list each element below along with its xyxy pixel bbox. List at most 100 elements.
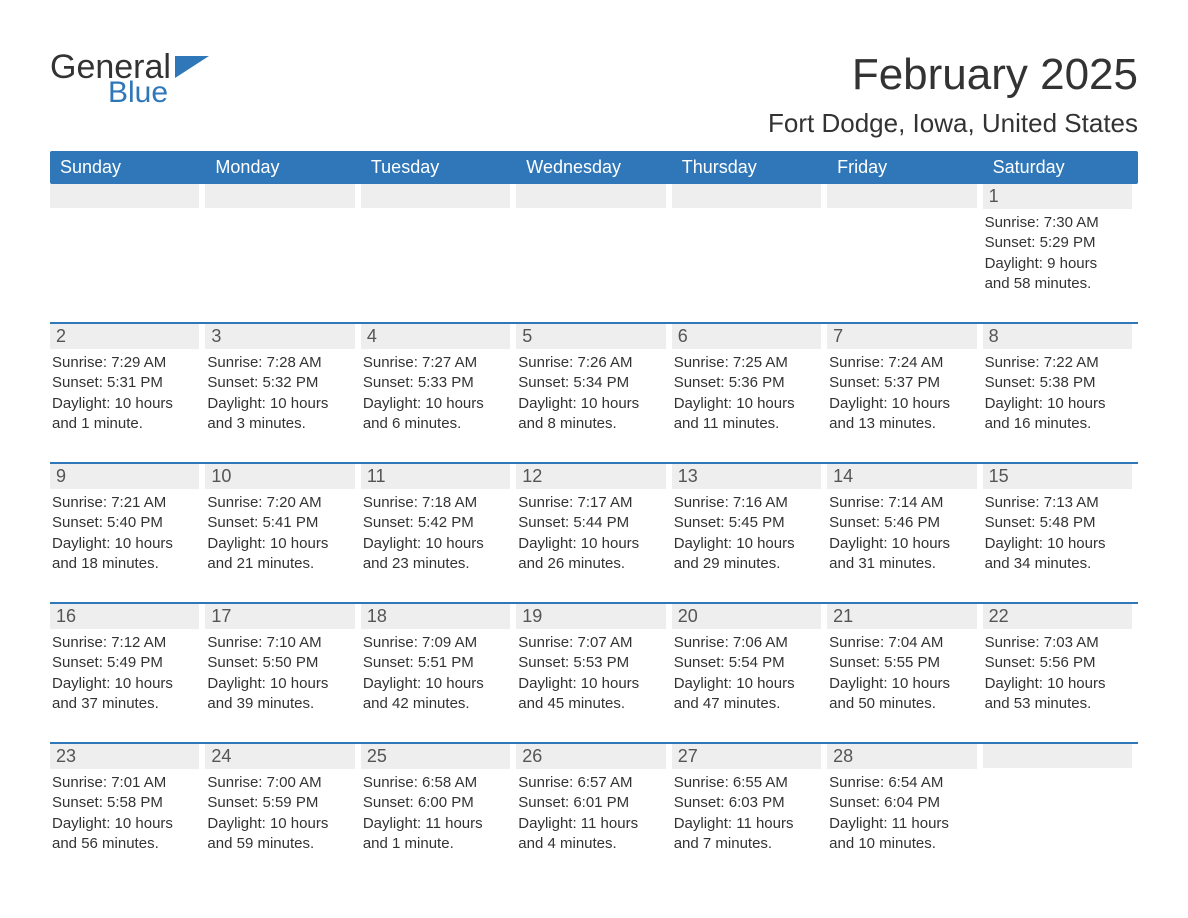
- day-sunrise: Sunrise: 7:16 AM: [674, 493, 819, 513]
- day-sunrise: Sunrise: 7:18 AM: [363, 493, 508, 513]
- week-row: 9Sunrise: 7:21 AMSunset: 5:40 PMDaylight…: [50, 462, 1138, 584]
- day-body: Sunrise: 6:58 AMSunset: 6:00 PMDaylight:…: [361, 773, 510, 854]
- day-number: 26: [516, 744, 665, 769]
- day-number: 13: [672, 464, 821, 489]
- day-body: Sunrise: 7:00 AMSunset: 5:59 PMDaylight:…: [205, 773, 354, 854]
- day-body: Sunrise: 7:18 AMSunset: 5:42 PMDaylight:…: [361, 493, 510, 574]
- day-number: 17: [205, 604, 354, 629]
- day-cell: 12Sunrise: 7:17 AMSunset: 5:44 PMDayligh…: [516, 464, 671, 584]
- day-daylight2: and 42 minutes.: [363, 694, 508, 714]
- day-sunrise: Sunrise: 7:14 AM: [829, 493, 974, 513]
- day-daylight1: Daylight: 10 hours: [207, 394, 352, 414]
- day-cell: 6Sunrise: 7:25 AMSunset: 5:36 PMDaylight…: [672, 324, 827, 444]
- day-number: 23: [50, 744, 199, 769]
- day-cell: [827, 184, 982, 304]
- day-daylight2: and 53 minutes.: [985, 694, 1130, 714]
- day-body: Sunrise: 7:27 AMSunset: 5:33 PMDaylight:…: [361, 353, 510, 434]
- day-sunset: Sunset: 6:01 PM: [518, 793, 663, 813]
- day-daylight2: and 31 minutes.: [829, 554, 974, 574]
- day-sunrise: Sunrise: 7:09 AM: [363, 633, 508, 653]
- day-daylight1: Daylight: 11 hours: [363, 814, 508, 834]
- day-sunset: Sunset: 5:50 PM: [207, 653, 352, 673]
- day-daylight1: Daylight: 9 hours: [985, 254, 1130, 274]
- day-cell: 15Sunrise: 7:13 AMSunset: 5:48 PMDayligh…: [983, 464, 1138, 584]
- week-row: 2Sunrise: 7:29 AMSunset: 5:31 PMDaylight…: [50, 322, 1138, 444]
- day-sunrise: Sunrise: 6:54 AM: [829, 773, 974, 793]
- day-body: Sunrise: 6:54 AMSunset: 6:04 PMDaylight:…: [827, 773, 976, 854]
- day-daylight1: Daylight: 10 hours: [985, 534, 1130, 554]
- day-sunrise: Sunrise: 6:57 AM: [518, 773, 663, 793]
- day-daylight2: and 29 minutes.: [674, 554, 819, 574]
- day-body: Sunrise: 6:57 AMSunset: 6:01 PMDaylight:…: [516, 773, 665, 854]
- day-number: 5: [516, 324, 665, 349]
- day-daylight1: Daylight: 10 hours: [52, 814, 197, 834]
- day-sunrise: Sunrise: 7:20 AM: [207, 493, 352, 513]
- day-daylight2: and 59 minutes.: [207, 834, 352, 854]
- day-daylight1: Daylight: 10 hours: [52, 534, 197, 554]
- week-row: 1Sunrise: 7:30 AMSunset: 5:29 PMDaylight…: [50, 184, 1138, 304]
- day-cell: 3Sunrise: 7:28 AMSunset: 5:32 PMDaylight…: [205, 324, 360, 444]
- day-number: 2: [50, 324, 199, 349]
- day-cell: 5 Sunrise: 7:26 AMSunset: 5:34 PMDaylight…: [516, 324, 671, 444]
- day-number: 11: [361, 464, 510, 489]
- day-number: 27: [672, 744, 821, 769]
- day-body: Sunrise: 7:16 AMSunset: 5:45 PMDaylight:…: [672, 493, 821, 574]
- day-cell: 16 Sunrise: 7:12 AMSunset: 5:49 PMDayligh…: [50, 604, 205, 724]
- day-number: 22: [983, 604, 1132, 629]
- day-daylight1: Daylight: 10 hours: [518, 674, 663, 694]
- day-body: Sunrise: 7:01 AMSunset: 5:58 PMDaylight:…: [50, 773, 199, 854]
- day-daylight2: and 37 minutes.: [52, 694, 197, 714]
- day-body: Sunrise: 7:09 AMSunset: 5:51 PMDaylight:…: [361, 633, 510, 714]
- day-sunrise: Sunrise: 7:17 AM: [518, 493, 663, 513]
- day-daylight1: Daylight: 10 hours: [518, 394, 663, 414]
- day-number: 16: [50, 604, 199, 629]
- day-sunrise: Sunrise: 7:04 AM: [829, 633, 974, 653]
- day-body: Sunrise: 7:14 AMSunset: 5:46 PMDaylight:…: [827, 493, 976, 574]
- day-daylight2: and 23 minutes.: [363, 554, 508, 574]
- dow-tuesday: Tuesday: [361, 151, 516, 184]
- day-sunrise: Sunrise: 7:24 AM: [829, 353, 974, 373]
- day-daylight1: Daylight: 11 hours: [674, 814, 819, 834]
- day-daylight2: and 13 minutes.: [829, 414, 974, 434]
- day-number: 20: [672, 604, 821, 629]
- day-number: 15: [983, 464, 1132, 489]
- day-sunset: Sunset: 5:44 PM: [518, 513, 663, 533]
- day-body: Sunrise: 7:22 AMSunset: 5:38 PMDaylight:…: [983, 353, 1132, 434]
- day-sunrise: Sunrise: 7:30 AM: [985, 213, 1130, 233]
- day-number: [827, 184, 976, 208]
- day-sunset: Sunset: 5:36 PM: [674, 373, 819, 393]
- day-sunset: Sunset: 5:34 PM: [518, 373, 663, 393]
- calendar: Sunday Monday Tuesday Wednesday Thursday…: [50, 151, 1138, 864]
- day-sunrise: Sunrise: 7:01 AM: [52, 773, 197, 793]
- day-number: 28: [827, 744, 976, 769]
- day-daylight1: Daylight: 10 hours: [674, 394, 819, 414]
- day-body: Sunrise: 7:12 AMSunset: 5:49 PMDaylight:…: [50, 633, 199, 714]
- day-sunset: Sunset: 5:31 PM: [52, 373, 197, 393]
- dow-sunday: Sunday: [50, 151, 205, 184]
- day-sunrise: Sunrise: 7:22 AM: [985, 353, 1130, 373]
- day-daylight2: and 34 minutes.: [985, 554, 1130, 574]
- day-sunset: Sunset: 5:41 PM: [207, 513, 352, 533]
- day-number: 14: [827, 464, 976, 489]
- header: General Blue February 2025 Fort Dodge, I…: [50, 50, 1138, 139]
- day-cell: 19Sunrise: 7:07 AMSunset: 5:53 PMDayligh…: [516, 604, 671, 724]
- dow-monday: Monday: [205, 151, 360, 184]
- day-sunrise: Sunrise: 7:07 AM: [518, 633, 663, 653]
- day-daylight2: and 58 minutes.: [985, 274, 1130, 294]
- day-cell: 17Sunrise: 7:10 AMSunset: 5:50 PMDayligh…: [205, 604, 360, 724]
- day-number: [516, 184, 665, 208]
- day-number: 24: [205, 744, 354, 769]
- day-daylight2: and 47 minutes.: [674, 694, 819, 714]
- day-daylight2: and 50 minutes.: [829, 694, 974, 714]
- day-cell: 24 Sunrise: 7:00 AMSunset: 5:59 PMDayligh…: [205, 744, 360, 864]
- day-body: Sunrise: 7:21 AMSunset: 5:40 PMDaylight:…: [50, 493, 199, 574]
- day-sunset: Sunset: 5:42 PM: [363, 513, 508, 533]
- day-body: Sunrise: 7:26 AMSunset: 5:34 PMDaylight:…: [516, 353, 665, 434]
- week-row: 23 Sunrise: 7:01 AMSunset: 5:58 PMDayligh…: [50, 742, 1138, 864]
- day-daylight1: Daylight: 10 hours: [518, 534, 663, 554]
- day-daylight2: and 7 minutes.: [674, 834, 819, 854]
- day-number: [361, 184, 510, 208]
- location-text: Fort Dodge, Iowa, United States: [768, 108, 1138, 139]
- day-number: 6: [672, 324, 821, 349]
- day-daylight1: Daylight: 10 hours: [674, 674, 819, 694]
